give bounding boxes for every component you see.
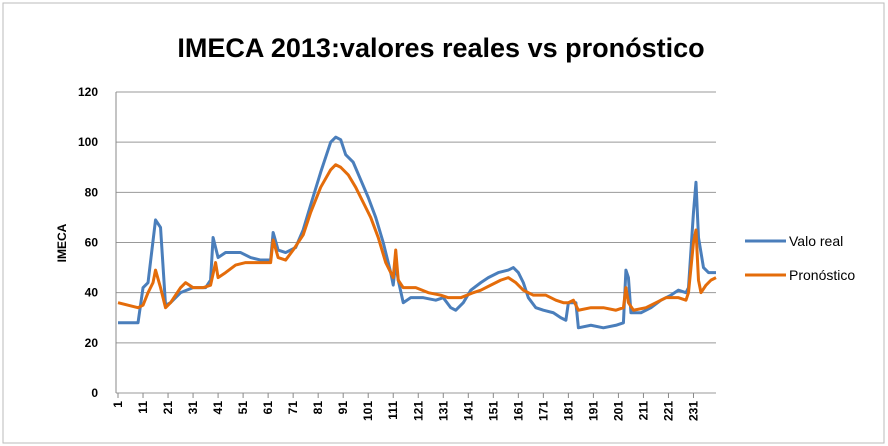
x-tick-label: 101 bbox=[361, 401, 375, 421]
y-tick-label: 60 bbox=[85, 236, 99, 250]
x-tick-label: 61 bbox=[261, 401, 275, 415]
chart-title: IMECA 2013:valores reales vs pronóstico bbox=[177, 33, 704, 63]
x-tick-label: 231 bbox=[686, 401, 700, 421]
x-tick-label: 41 bbox=[211, 401, 225, 415]
legend-label: Valo real bbox=[789, 233, 843, 249]
x-tick-label: 51 bbox=[236, 401, 250, 415]
line-series bbox=[117, 163, 717, 312]
x-tick-label: 81 bbox=[311, 401, 325, 415]
x-tick-label: 11 bbox=[136, 401, 150, 414]
x-tick-label: 1 bbox=[111, 401, 125, 408]
x-tick-label: 71 bbox=[286, 401, 300, 415]
line-series bbox=[118, 135, 716, 330]
x-tick-label: 31 bbox=[186, 401, 200, 415]
y-tick-label: 20 bbox=[85, 336, 99, 350]
x-tick-label: 141 bbox=[461, 401, 475, 421]
x-tick-label: 121 bbox=[411, 401, 425, 421]
x-tick-label: 111 bbox=[386, 401, 400, 420]
y-tick-label: 120 bbox=[78, 85, 98, 99]
y-tick-label: 80 bbox=[85, 185, 99, 199]
y-tick-label: 100 bbox=[78, 135, 98, 149]
y-tick-label: 0 bbox=[91, 386, 98, 400]
x-tick-label: 91 bbox=[336, 401, 350, 415]
x-tick-label: 191 bbox=[586, 401, 600, 421]
y-tick-label: 40 bbox=[85, 286, 99, 300]
x-tick-label: 151 bbox=[486, 401, 500, 421]
x-tick-label: 131 bbox=[436, 401, 450, 421]
x-tick-label: 21 bbox=[161, 401, 175, 415]
y-axis-label: IMECA bbox=[55, 223, 69, 262]
x-tick-label: 221 bbox=[661, 401, 675, 421]
legend-label: Pronóstico bbox=[789, 267, 855, 283]
x-tick-label: 171 bbox=[536, 401, 550, 421]
x-tick-label: 201 bbox=[611, 401, 625, 421]
x-tick-label: 211 bbox=[636, 401, 650, 421]
x-tick-label: 161 bbox=[511, 401, 525, 421]
x-tick-label: 181 bbox=[561, 401, 575, 421]
